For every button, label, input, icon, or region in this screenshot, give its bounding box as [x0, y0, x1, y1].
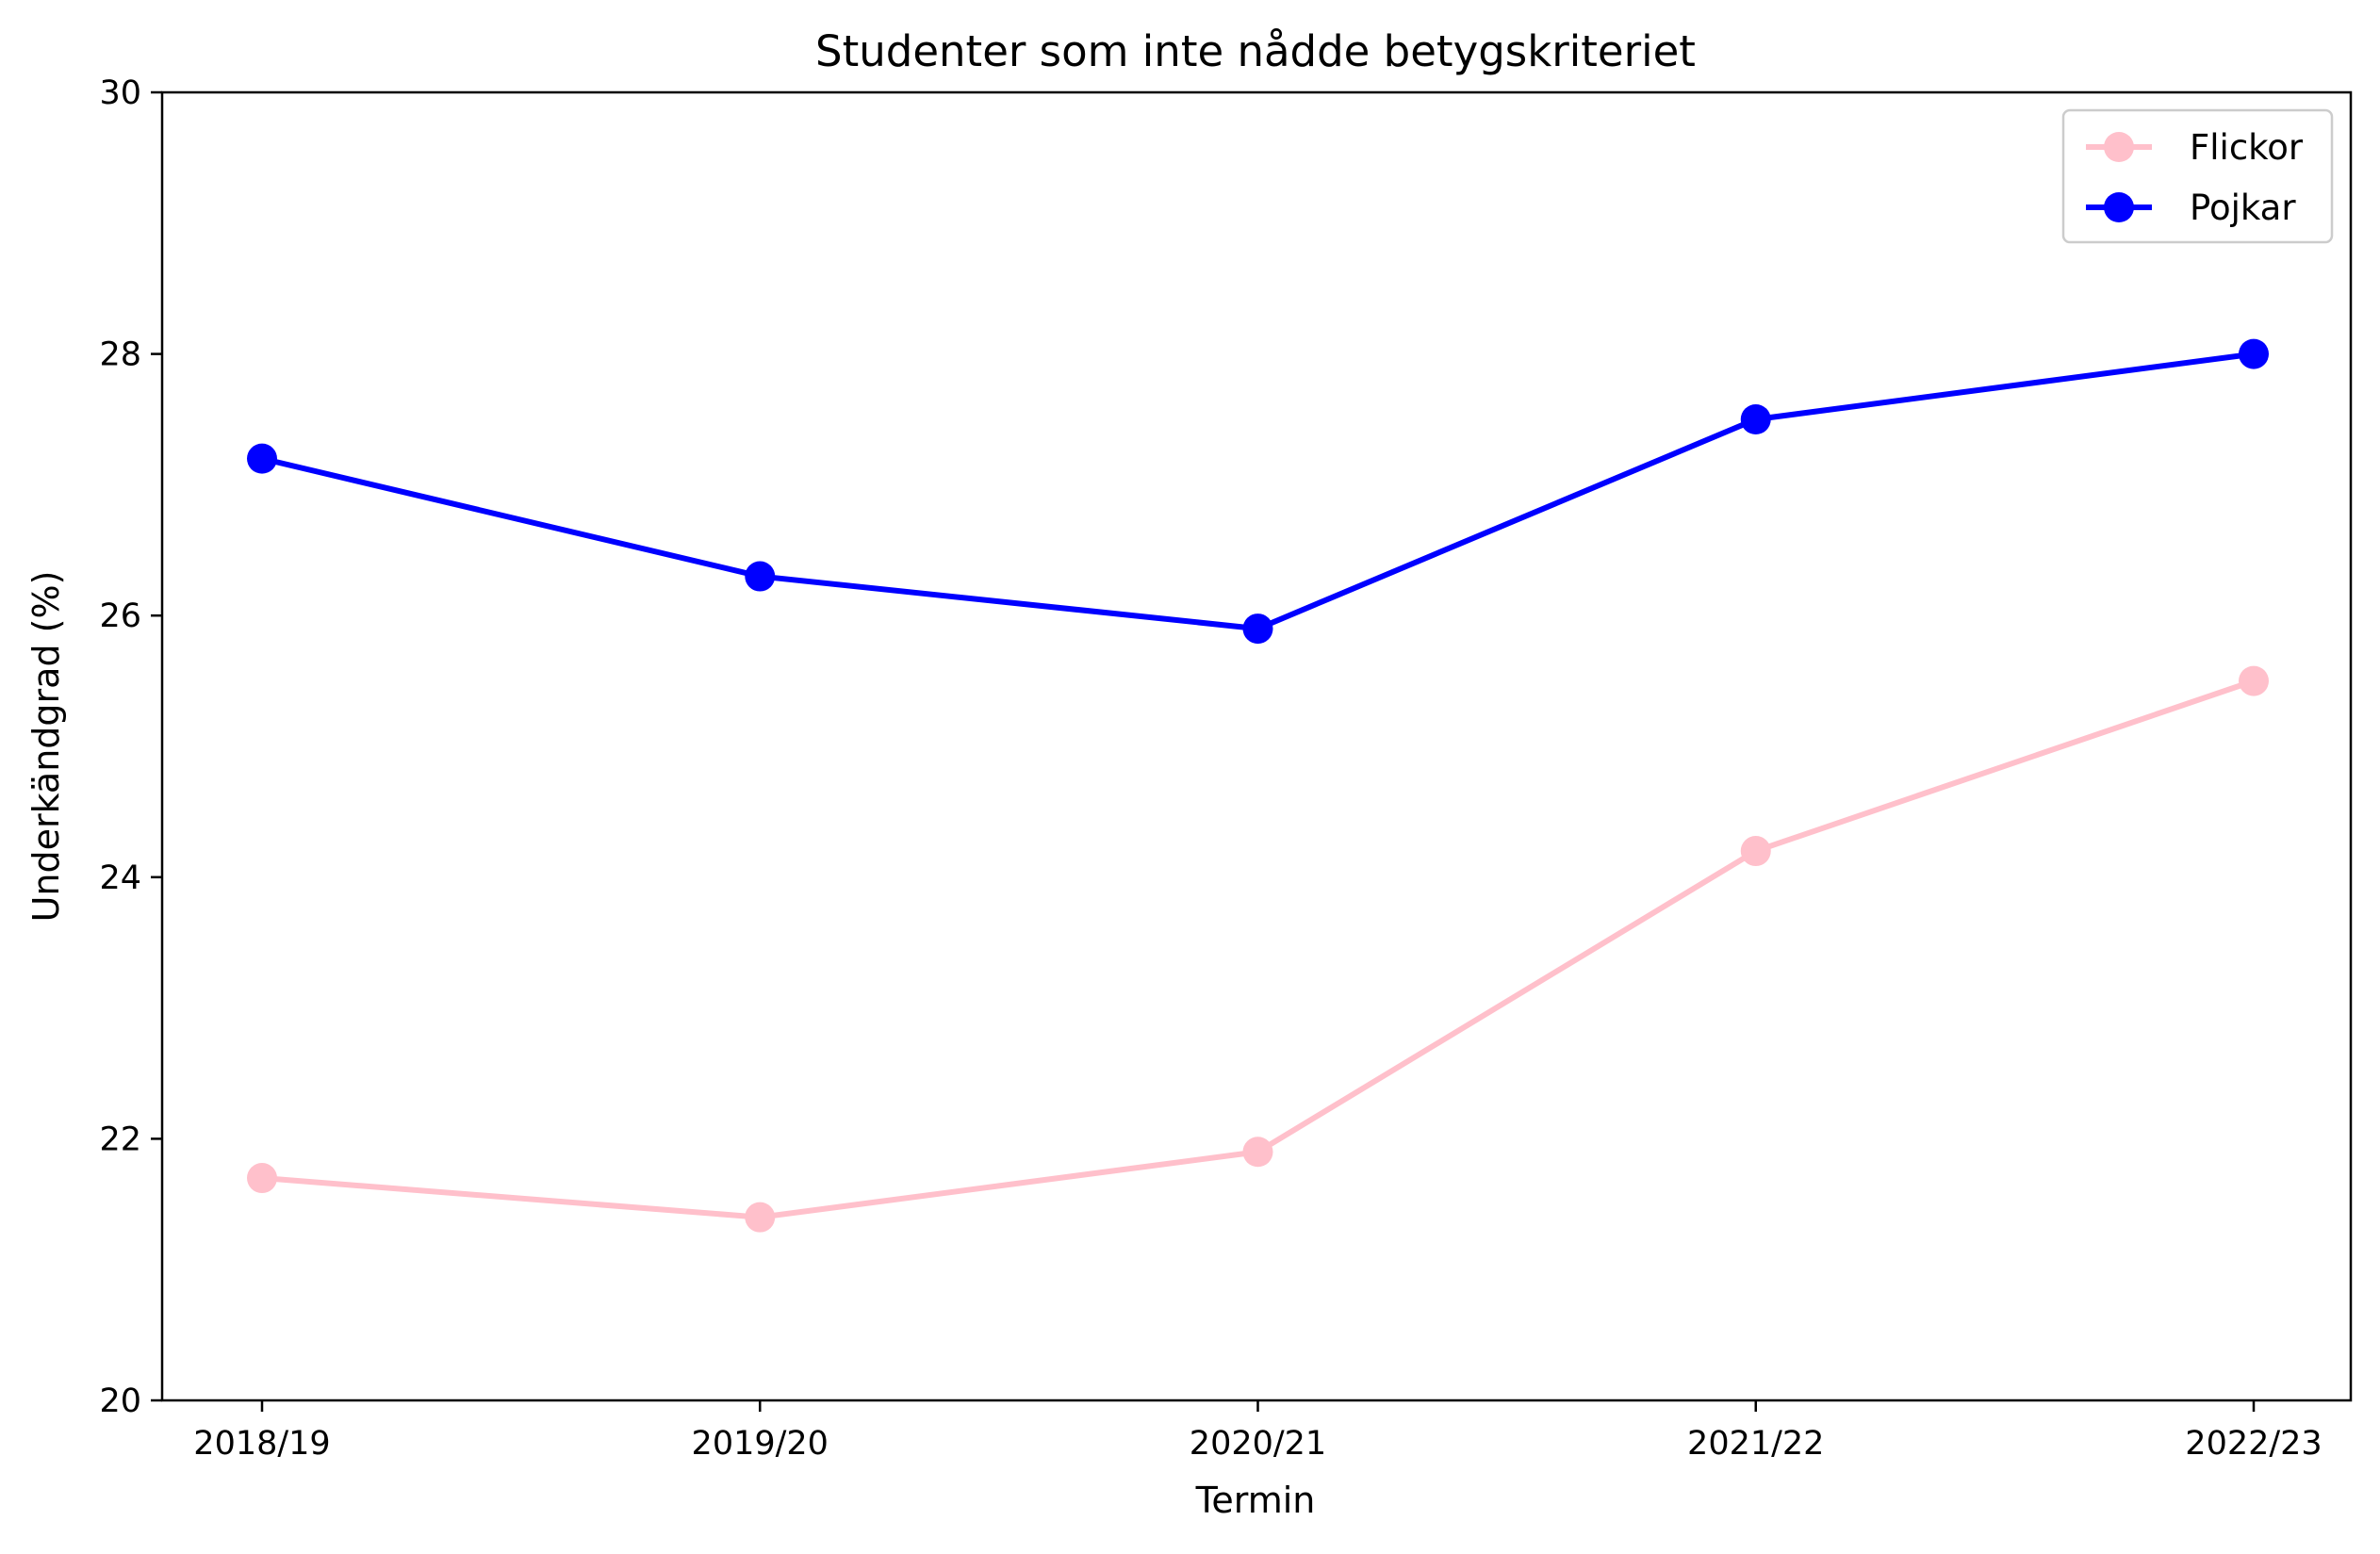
legend-marker-pojkar [2104, 192, 2134, 222]
y-tick-label: 30 [99, 74, 141, 112]
x-axis: 2018/19 2019/20 2020/21 2021/22 2022/23 [193, 1400, 2323, 1463]
y-tick-label: 22 [99, 1121, 141, 1158]
y-tick-label: 24 [99, 859, 141, 897]
data-point-flickor [745, 1202, 776, 1233]
x-tick-label: 2018/19 [193, 1425, 330, 1463]
series-layer [247, 338, 2269, 1233]
y-tick-label: 28 [99, 336, 141, 374]
chart-title: Studenter som inte nådde betygskriteriet [815, 26, 1696, 76]
x-tick-label: 2020/21 [1190, 1425, 1326, 1463]
data-point-pojkar [247, 443, 277, 474]
legend: Flickor Pojkar [2061, 108, 2334, 244]
data-point-pojkar [1740, 404, 1771, 434]
data-point-pojkar [745, 561, 776, 592]
data-point-flickor [247, 1163, 277, 1194]
x-tick-label: 2022/23 [2185, 1425, 2322, 1463]
data-point-flickor [2239, 665, 2269, 696]
legend-label-flickor: Flickor [2190, 127, 2304, 168]
y-axis-label: Underkändgrad (%) [25, 571, 67, 923]
data-point-flickor [1242, 1137, 1273, 1168]
y-tick-label: 26 [99, 597, 141, 635]
x-tick-label: 2019/20 [692, 1425, 829, 1463]
x-axis-label: Termin [1195, 1480, 1316, 1521]
data-point-pojkar [2239, 338, 2269, 369]
data-point-flickor [1740, 836, 1771, 867]
legend-marker-flickor [2104, 132, 2134, 162]
plot-frame [160, 90, 2353, 1402]
data-point-pojkar [1242, 613, 1273, 645]
x-tick-label: 2021/22 [1687, 1425, 1824, 1463]
legend-label-pojkar: Pojkar [2190, 188, 2296, 228]
y-tick-label: 20 [99, 1382, 141, 1420]
y-axis: 20 22 24 26 28 30 [99, 74, 162, 1420]
